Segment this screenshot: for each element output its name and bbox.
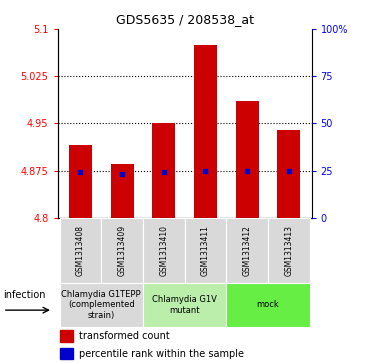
Text: Chlamydia G1V
mutant: Chlamydia G1V mutant: [152, 295, 217, 315]
Bar: [143, 283, 226, 327]
Bar: [194, 45, 217, 218]
Text: GSM1313408: GSM1313408: [76, 225, 85, 276]
Bar: [69, 146, 92, 218]
Text: mock: mock: [256, 301, 279, 309]
Text: GSM1313413: GSM1313413: [284, 225, 293, 276]
Text: GSM1313412: GSM1313412: [243, 225, 252, 276]
Bar: [236, 101, 259, 218]
Bar: [268, 218, 309, 283]
Text: GSM1313410: GSM1313410: [159, 225, 168, 276]
Bar: [226, 283, 309, 327]
Bar: [152, 123, 175, 218]
Bar: [111, 164, 134, 218]
Bar: [60, 283, 143, 327]
Bar: [60, 348, 73, 359]
Bar: [185, 218, 226, 283]
Text: GSM1313411: GSM1313411: [201, 225, 210, 276]
Text: transformed count: transformed count: [79, 331, 170, 341]
Bar: [60, 330, 73, 342]
Text: GSM1313409: GSM1313409: [118, 225, 127, 276]
Bar: [226, 218, 268, 283]
Bar: [101, 218, 143, 283]
Text: infection: infection: [3, 290, 45, 300]
Bar: [60, 218, 101, 283]
Bar: [143, 218, 185, 283]
Text: percentile rank within the sample: percentile rank within the sample: [79, 348, 244, 359]
Title: GDS5635 / 208538_at: GDS5635 / 208538_at: [116, 13, 253, 26]
Text: Chlamydia G1TEPP
(complemented
strain): Chlamydia G1TEPP (complemented strain): [62, 290, 141, 320]
Bar: [277, 130, 300, 218]
